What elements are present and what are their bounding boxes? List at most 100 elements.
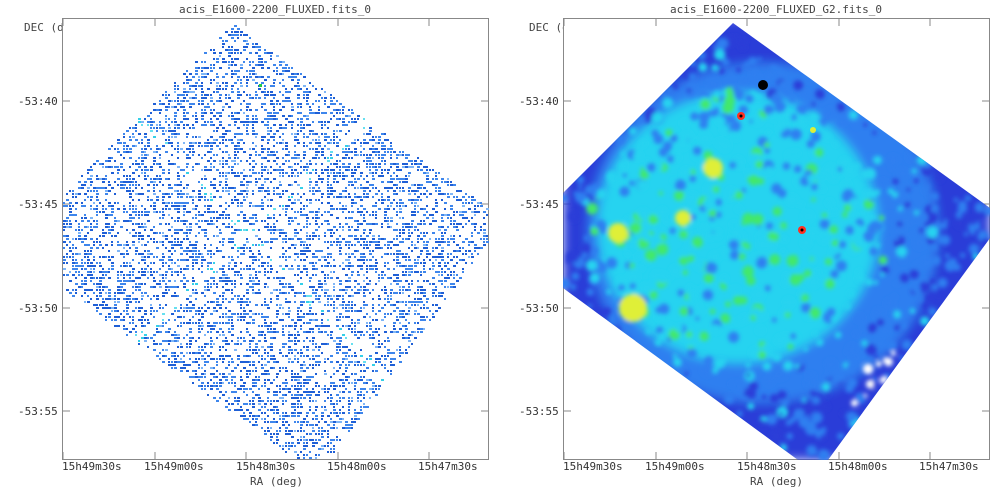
- left-count-pixel: [381, 271, 384, 273]
- left-count-pixel: [201, 91, 204, 93]
- left-count-pixel: [192, 136, 194, 138]
- left-count-pixel: [258, 280, 260, 282]
- left-count-pixel: [174, 148, 176, 150]
- left-count-pixel: [90, 175, 93, 177]
- left-count-pixel: [312, 190, 314, 192]
- left-count-pixel: [363, 376, 365, 378]
- left-count-pixel: [228, 193, 230, 195]
- left-count-pixel: [126, 274, 129, 276]
- left-count-pixel: [234, 112, 237, 114]
- left-count-pixel: [132, 310, 135, 312]
- left-count-pixel: [261, 241, 263, 243]
- left-count-pixel: [390, 298, 392, 300]
- left-count-pixel: [291, 289, 294, 291]
- left-count-pixel: [360, 286, 362, 288]
- left-count-pixel: [411, 283, 413, 285]
- left-count-pixel: [204, 178, 207, 180]
- left-count-pixel: [249, 301, 251, 303]
- left-count-pixel: [129, 301, 132, 303]
- left-count-pixel: [327, 187, 330, 189]
- left-count-pixel: [150, 181, 153, 183]
- left-count-pixel: [279, 109, 282, 111]
- left-count-pixel: [171, 361, 173, 363]
- left-count-pixel: [282, 115, 285, 117]
- left-count-pixel: [318, 175, 320, 177]
- left-count-pixel: [114, 301, 116, 303]
- left-count-pixel: [90, 217, 93, 219]
- left-count-pixel: [216, 298, 219, 300]
- left-count-pixel: [300, 187, 303, 189]
- left-count-pixel: [144, 319, 146, 321]
- left-count-pixel: [348, 253, 350, 255]
- left-count-pixel: [186, 124, 189, 126]
- left-count-pixel: [207, 283, 209, 285]
- left-count-pixel: [336, 124, 339, 126]
- left-count-pixel: [378, 304, 380, 306]
- left-count-pixel: [282, 190, 284, 192]
- left-count-pixel: [126, 211, 128, 213]
- left-count-pixel: [324, 385, 326, 387]
- left-count-pixel: [414, 226, 417, 228]
- left-count-pixel: [93, 283, 95, 285]
- left-count-pixel: [390, 277, 392, 279]
- left-count-pixel: [246, 43, 249, 45]
- left-count-pixel: [291, 319, 294, 321]
- left-count-pixel: [168, 229, 171, 231]
- left-count-pixel: [138, 343, 140, 345]
- left-count-pixel: [360, 388, 363, 390]
- left-count-pixel: [348, 295, 351, 297]
- left-count-pixel: [306, 301, 309, 303]
- left-count-pixel: [435, 238, 437, 240]
- left-count-pixel: [246, 361, 249, 363]
- left-count-pixel: [375, 193, 378, 195]
- left-count-pixel: [291, 361, 294, 363]
- left-count-pixel: [204, 346, 206, 348]
- left-count-pixel: [288, 316, 290, 318]
- left-count-pixel: [189, 343, 192, 345]
- left-count-pixel: [120, 283, 123, 285]
- left-count-pixel: [306, 214, 308, 216]
- left-count-pixel: [117, 148, 119, 150]
- left-count-pixel: [342, 262, 344, 264]
- left-count-pixel: [456, 199, 459, 201]
- left-count-pixel: [189, 73, 192, 75]
- left-count-pixel: [123, 280, 126, 282]
- left-count-pixel: [207, 286, 209, 288]
- left-count-pixel: [141, 271, 144, 273]
- left-count-pixel: [108, 298, 111, 300]
- left-count-pixel: [306, 232, 308, 234]
- left-count-pixel: [396, 265, 398, 267]
- left-count-pixel: [387, 253, 389, 255]
- left-count-pixel: [228, 343, 230, 345]
- left-count-pixel: [234, 382, 236, 384]
- left-count-pixel: [282, 208, 284, 210]
- left-count-pixel: [297, 253, 299, 255]
- left-count-pixel: [165, 247, 167, 249]
- left-count-pixel: [63, 241, 66, 243]
- left-count-pixel: [321, 169, 323, 171]
- left-count-pixel: [357, 238, 359, 240]
- left-count-pixel: [180, 271, 182, 273]
- left-count-pixel: [339, 202, 341, 204]
- left-count-pixel: [222, 82, 224, 84]
- left-count-pixel: [324, 235, 326, 237]
- left-count-pixel: [153, 187, 155, 189]
- left-count-pixel: [267, 373, 270, 375]
- left-count-pixel: [144, 175, 146, 177]
- left-count-pixel: [66, 193, 68, 195]
- left-count-pixel: [369, 355, 372, 357]
- left-count-pixel: [369, 154, 372, 156]
- left-count-pixel: [387, 370, 389, 372]
- left-count-pixel: [318, 235, 320, 237]
- left-count-pixel: [234, 154, 237, 156]
- left-count-pixel: [216, 82, 219, 84]
- left-count-pixel: [315, 235, 317, 237]
- left-count-pixel: [225, 145, 228, 147]
- left-count-pixel: [432, 304, 434, 306]
- left-count-pixel: [126, 262, 128, 264]
- left-count-pixel: [285, 97, 288, 99]
- left-count-pixel: [462, 217, 465, 219]
- left-count-pixel: [294, 139, 297, 141]
- left-count-pixel: [156, 331, 159, 333]
- left-count-pixel: [384, 187, 387, 189]
